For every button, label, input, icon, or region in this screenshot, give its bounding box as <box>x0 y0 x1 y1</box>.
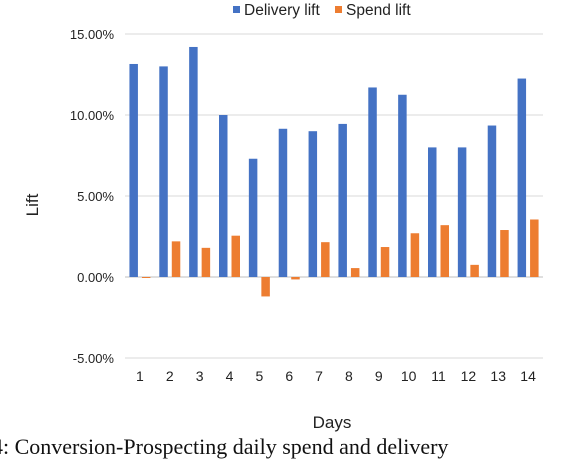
spend-lift-bar <box>141 277 151 278</box>
chart: 15.00%10.00%5.00%0.00%-5.00% 1 2 3 4 5 6 7 8 9 10… <box>23 2 543 432</box>
x-tick-label: 11 <box>431 368 446 384</box>
delivery-lift-bar <box>189 46 198 278</box>
legend-label: Spend lift <box>346 2 411 19</box>
delivery-lift-bar <box>428 147 437 277</box>
y-tick-label: 10.00% <box>70 108 115 123</box>
x-tick-label: 6 <box>285 368 293 384</box>
x-tick-label: 2 <box>166 368 174 384</box>
delivery-lift-bar <box>278 128 288 277</box>
x-tick-label: 13 <box>490 368 506 384</box>
x-tick-label: 3 <box>196 368 204 384</box>
x-axis-label: Days <box>313 413 352 432</box>
delivery-lift-bar <box>517 78 527 277</box>
x-tick-label: 14 <box>520 368 536 384</box>
y-tick-label: 15.00% <box>70 27 115 42</box>
x-tick-label: 9 <box>375 368 383 384</box>
spend-lift-bar <box>321 242 330 277</box>
x-tick-label: 7 <box>315 368 323 384</box>
delivery-lift-bar <box>219 115 228 277</box>
spend-lift-bar <box>500 230 509 277</box>
figure-caption: 4: Conversion-Prospecting daily spend an… <box>0 434 449 459</box>
delivery-lift-bar <box>248 158 258 277</box>
legend: Delivery lift Spend lift <box>233 2 411 19</box>
bars <box>129 46 539 297</box>
x-tick-label: 5 <box>255 368 263 384</box>
spend-lift-bar <box>291 277 300 280</box>
delivery-lift-bar <box>159 66 168 278</box>
spend-lift-bar <box>201 247 211 277</box>
delivery-lift-bar <box>338 123 347 277</box>
delivery-lift-bar <box>487 125 497 277</box>
y-tick-label: 5.00% <box>77 189 114 204</box>
spend-lift-bar <box>261 277 270 297</box>
legend-label: Delivery lift <box>244 2 320 19</box>
y-tick-label: -5.00% <box>73 351 115 366</box>
x-tick-labels: 1 2 3 4 5 6 7 8 9 10 11 12 13 14 <box>136 368 536 384</box>
spend-lift-bar <box>171 241 181 277</box>
x-tick-label: 10 <box>401 368 417 384</box>
x-tick-label: 12 <box>461 368 477 384</box>
delivery-lift-bar <box>308 131 318 277</box>
gridlines <box>125 33 543 359</box>
y-tick-labels: 15.00% 10.00% 5.00% 0.00% -5.00% <box>70 27 115 366</box>
x-tick-label: 4 <box>226 368 234 384</box>
y-tick-label: 0.00% <box>77 270 114 285</box>
delivery-lift-swatch <box>233 6 240 13</box>
spend-lift-swatch <box>335 6 342 13</box>
spend-lift-bar <box>470 264 479 277</box>
spend-lift-bar <box>530 219 539 277</box>
spend-lift-bar <box>410 233 420 277</box>
delivery-lift-bar <box>457 147 467 277</box>
x-tick-label: 1 <box>136 368 144 384</box>
delivery-lift-bar <box>398 94 407 277</box>
spend-lift-bar <box>350 268 360 277</box>
delivery-lift-bar <box>368 87 377 278</box>
spend-lift-bar <box>380 247 390 277</box>
delivery-lift-bar <box>129 63 138 277</box>
x-tick-label: 8 <box>345 368 353 384</box>
y-axis-label: Lift <box>23 193 42 216</box>
spend-lift-bar <box>440 225 449 277</box>
spend-lift-bar <box>231 235 240 277</box>
